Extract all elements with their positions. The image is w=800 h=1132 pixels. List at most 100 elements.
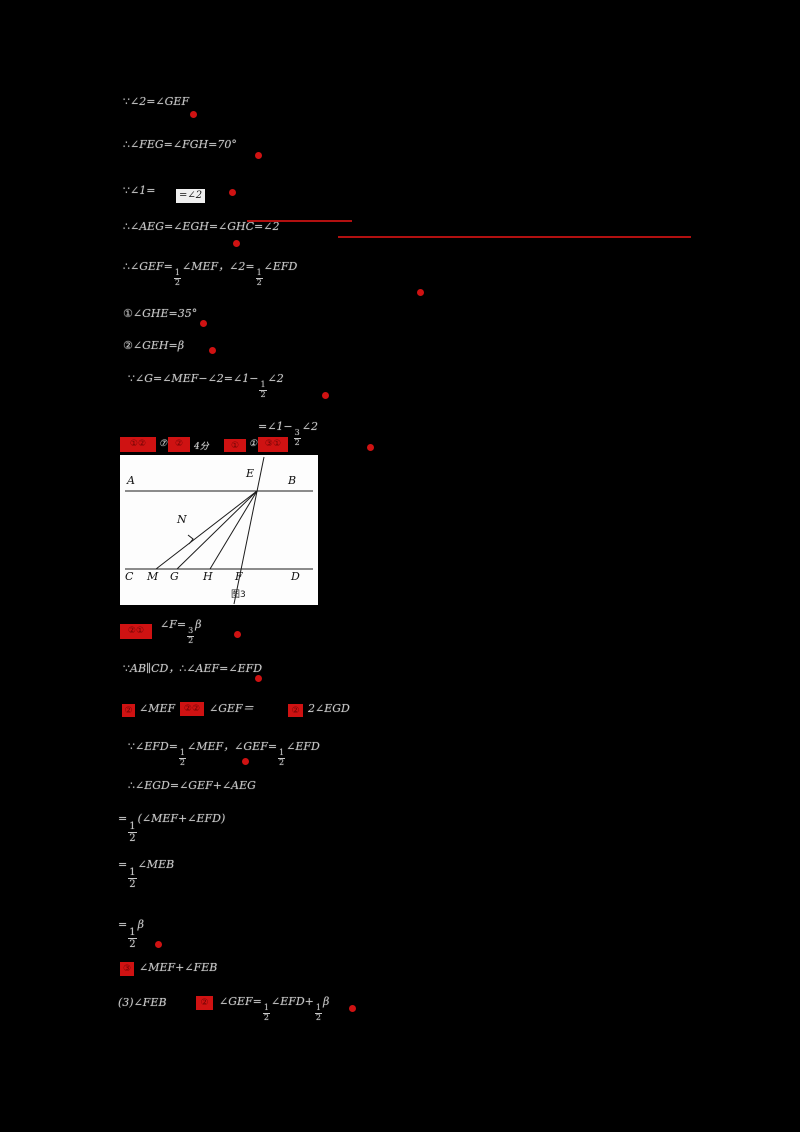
math-line-14c: ∠EFD <box>286 740 320 753</box>
math-line-1: ∵∠2=∠GEF <box>123 95 190 108</box>
figure-label-b: B <box>288 474 297 487</box>
grade-dot <box>209 347 216 354</box>
figure-label-n: N <box>177 513 187 526</box>
math-line-20c-text: ∠EFD+ <box>270 995 314 1008</box>
score-fragment: ① <box>249 439 258 449</box>
score-stamp: ② <box>122 704 135 717</box>
grade-dot <box>190 111 197 118</box>
math-line-20a: (3)∠FEB <box>118 996 167 1009</box>
score-stamp: ② <box>196 996 213 1010</box>
math-line-3-text: ∵∠1= <box>123 184 156 197</box>
red-correction-line <box>338 236 691 238</box>
grade-dot <box>242 758 249 765</box>
figure-label-f: F <box>235 570 243 583</box>
figure-caption: 图3 <box>231 590 246 600</box>
score-stamp: ① <box>224 439 246 452</box>
figure-label-h: H <box>203 570 213 583</box>
grade-dot <box>255 675 262 682</box>
math-line-20b: ∠GEF= 1 2 ∠EFD+ 1 2 β <box>219 995 329 1023</box>
math-line-13c: 2∠EGD <box>308 702 350 715</box>
math-line-16b: (∠MEF+∠EFD) <box>137 812 226 825</box>
grade-dot <box>155 941 162 948</box>
math-line-16a: = <box>118 812 128 825</box>
math-line-20d-text: β <box>323 995 330 1008</box>
figure-label-g: G <box>170 570 179 583</box>
math-line-17b: ∠MEB <box>137 858 175 871</box>
red-correction-line <box>247 220 352 222</box>
math-line-9b: ∠2 <box>301 420 318 433</box>
score-stamp: ①② <box>120 437 156 452</box>
score-stamp: ③ <box>120 962 134 976</box>
figure-label-m: M <box>147 570 159 583</box>
grade-dot <box>229 189 236 196</box>
geometry-figure: A E B N C M G H F D 图3 <box>120 455 318 605</box>
math-line-2: ∴∠FEG=∠FGH=70° <box>123 138 237 151</box>
math-line-9a: =∠1− <box>258 420 293 433</box>
math-line-3: ∵∠1= <box>123 184 155 198</box>
score-stamp: ②① <box>120 624 152 639</box>
grade-dot <box>200 320 207 327</box>
math-line-14: ∵∠EFD= 1 2 ∠MEF，∠GEF= 1 2 ∠EFD <box>128 740 320 768</box>
math-line-5c: ∠EFD <box>263 260 298 273</box>
math-line-14b: ∠MEF，∠GEF= <box>187 740 278 753</box>
math-line-17a: = <box>118 858 128 871</box>
score-stamp: ② <box>168 437 190 452</box>
math-line-18a: = <box>118 918 128 931</box>
grade-dot <box>234 631 241 638</box>
math-line-19: ∠MEF+∠FEB <box>139 961 218 974</box>
score-stamp: ③① <box>258 437 288 452</box>
math-line-4: ∴∠AEG=∠EGH=∠GHC=∠2 <box>123 220 280 233</box>
math-line-6: ①∠GHE=35° <box>123 307 198 320</box>
score-fragment: 4分 <box>194 442 209 452</box>
math-line-13a: ∠MEF <box>139 702 176 715</box>
math-line-17: = 1 2 ∠MEB <box>118 858 174 890</box>
figure-label-e: E <box>246 467 255 480</box>
math-line-7: ②∠GEH=β <box>123 339 185 352</box>
grade-dot <box>255 152 262 159</box>
math-line-12: ∵AB∥CD，∴∠AEF=∠EFD <box>123 662 263 675</box>
grade-dot <box>417 289 424 296</box>
math-line-14a: ∵∠EFD= <box>128 740 178 753</box>
math-line-16: = 1 2 (∠MEF+∠EFD) <box>118 812 225 844</box>
math-line-5b: ∠MEF，∠2= <box>181 260 255 273</box>
math-line-8a: ∵∠G=∠MEF−∠2=∠1− <box>128 372 259 385</box>
math-line-11b: β <box>195 618 202 631</box>
math-line-20b-text: ∠GEF= <box>219 995 262 1008</box>
highlight-box: =∠2 <box>176 189 206 203</box>
math-line-13b: ∠GEF＝ <box>209 702 254 715</box>
math-line-18b: β <box>137 918 144 931</box>
math-line-8b: ∠2 <box>267 372 284 385</box>
math-line-18: = 1 2 β <box>118 918 144 950</box>
score-stamp: ② <box>288 704 303 717</box>
grade-dot <box>322 392 329 399</box>
score-stamp: ②② <box>180 702 204 716</box>
math-line-5a: ∴∠GEF= <box>123 260 173 273</box>
figure-label-d: D <box>291 570 300 583</box>
math-line-9: =∠1− 3 2 ∠2 <box>258 420 318 448</box>
grade-dot <box>367 444 374 451</box>
figure-label-a: A <box>127 474 135 487</box>
math-line-8: ∵∠G=∠MEF−∠2=∠1− 1 2 ∠2 <box>128 372 284 400</box>
score-fragment: ⑦ <box>159 439 168 449</box>
figure-label-c: C <box>125 570 134 583</box>
grade-dot <box>349 1005 356 1012</box>
grade-dot <box>233 240 240 247</box>
math-line-5: ∴∠GEF= 1 2 ∠MEF，∠2= 1 2 ∠EFD <box>123 260 297 288</box>
figure-diagram <box>125 456 313 605</box>
math-line-11a: ∠F= <box>160 618 187 631</box>
math-line-15: ∴∠EGD=∠GEF+∠AEG <box>128 779 256 792</box>
math-line-11: ∠F= 3 2 β <box>160 618 202 646</box>
